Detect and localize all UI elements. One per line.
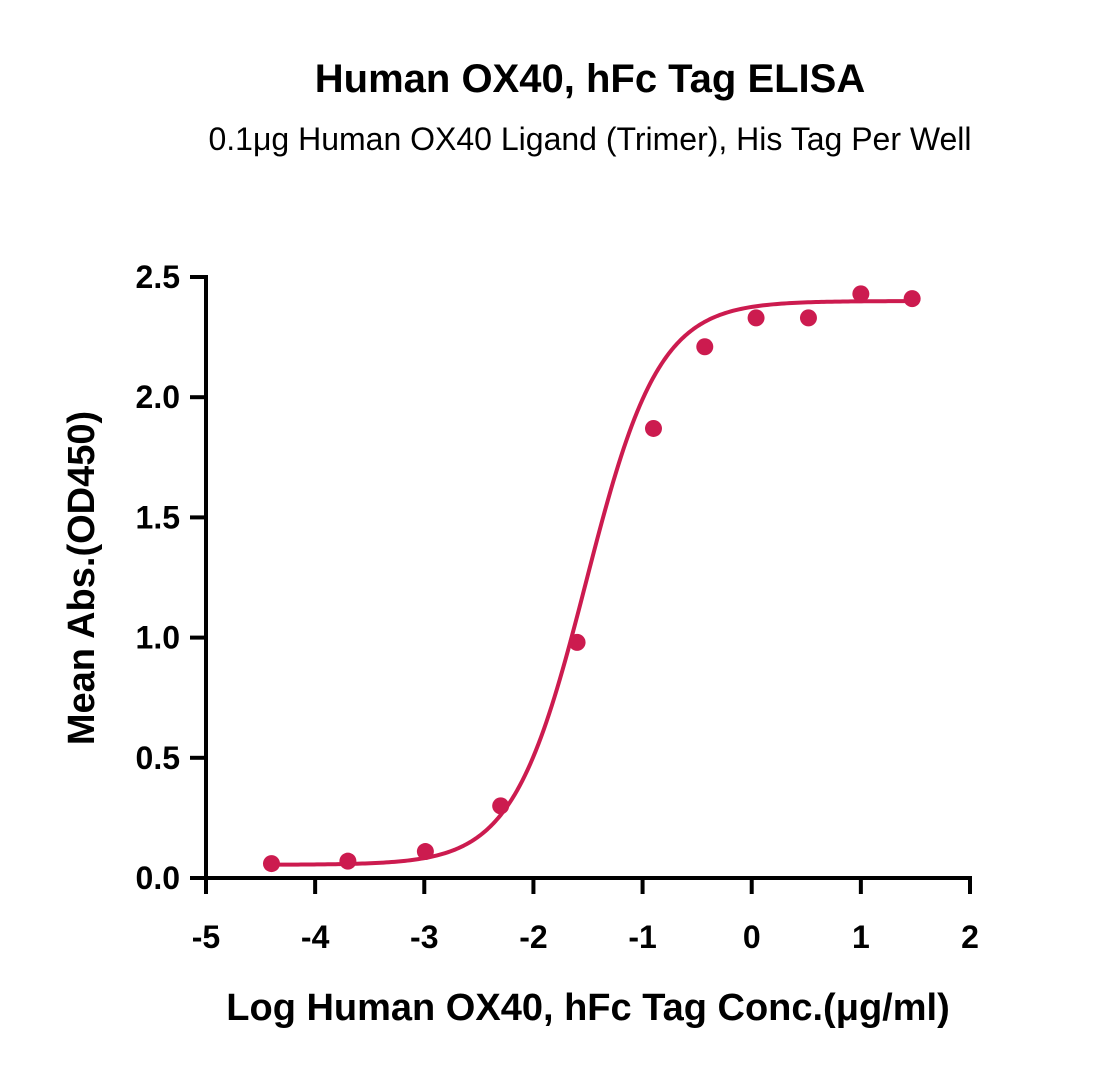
- x-tick-label: -1: [628, 919, 656, 955]
- y-tick-label: 0.5: [136, 740, 180, 776]
- data-point: [416, 843, 434, 861]
- y-tick-label: 0.0: [136, 860, 180, 896]
- x-tick-label: -2: [519, 919, 547, 955]
- y-axis-label: Mean Abs.(OD450): [61, 411, 103, 745]
- x-tick-label: -3: [410, 919, 438, 955]
- y-tick-label: 2.0: [136, 379, 180, 415]
- y-tick-label: 2.5: [136, 259, 180, 295]
- x-tick-label: 2: [961, 919, 979, 955]
- data-point: [492, 797, 510, 815]
- data-point: [799, 309, 817, 327]
- chart-subtitle: 0.1μg Human OX40 Ligand (Trimer), His Ta…: [208, 121, 971, 157]
- axes: [204, 275, 972, 880]
- x-axis-label: Log Human OX40, hFc Tag Conc.(μg/ml): [226, 987, 949, 1029]
- x-tick-label: -4: [301, 919, 330, 955]
- fit-curve: [271, 299, 913, 867]
- data-point: [747, 309, 765, 327]
- data-points: [262, 285, 921, 873]
- x-tick-label: -5: [192, 919, 220, 955]
- y-ticks: 0.0 0.5 1.0 1.5 2.0 2.5: [136, 259, 206, 896]
- data-point: [262, 855, 280, 873]
- y-tick-label: 1.0: [136, 620, 180, 656]
- x-tick-label: 1: [852, 919, 870, 955]
- x-ticks: -5 -4 -3 -2 -1 0 1 2: [192, 878, 979, 955]
- data-point: [568, 633, 586, 651]
- data-point: [903, 290, 921, 308]
- y-tick-label: 1.5: [136, 499, 180, 535]
- chart-title: Human OX40, hFc Tag ELISA: [315, 57, 865, 101]
- data-point: [852, 285, 870, 303]
- data-point: [644, 419, 662, 437]
- data-point: [696, 338, 714, 356]
- x-tick-label: 0: [743, 919, 761, 955]
- data-point: [339, 852, 357, 870]
- fit-curve-layer: [271, 299, 913, 867]
